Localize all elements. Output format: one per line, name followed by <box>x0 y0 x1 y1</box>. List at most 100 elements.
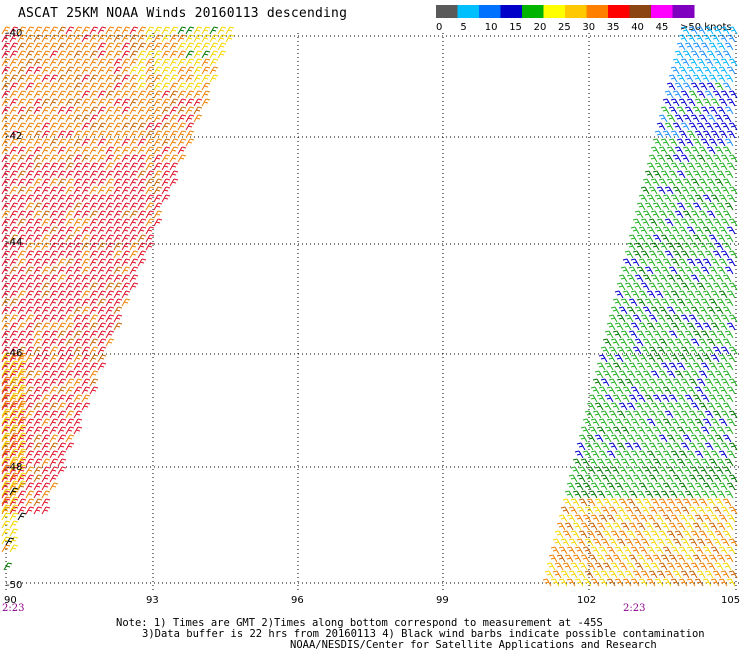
wind-barb <box>41 186 51 195</box>
wind-barb <box>33 338 43 347</box>
wind-barb <box>1 242 11 251</box>
wind-barb <box>25 42 35 51</box>
wind-barb <box>17 42 27 51</box>
wind-barb <box>706 50 716 59</box>
wind-barb <box>33 290 43 299</box>
wind-barb <box>702 450 712 459</box>
wind-barb <box>656 474 666 483</box>
wind-barb <box>1 440 11 449</box>
wind-barb <box>25 330 35 339</box>
wind-barb <box>65 298 75 307</box>
wind-barb <box>201 58 211 67</box>
wind-barb <box>137 258 147 267</box>
wind-barb <box>682 306 692 315</box>
wind-barb <box>676 554 686 563</box>
wind-barb <box>73 138 83 147</box>
wind-barb <box>9 376 19 385</box>
wind-barb <box>97 362 107 371</box>
wind-barb <box>185 42 195 51</box>
wind-barb <box>9 448 19 457</box>
wind-barb <box>630 514 640 523</box>
wind-barb <box>718 226 728 235</box>
wind-barb <box>1 448 11 457</box>
wind-barb <box>682 338 692 347</box>
wind-barb <box>25 98 35 107</box>
wind-barb <box>590 578 600 587</box>
wind-barb <box>552 538 562 547</box>
wind-barb <box>660 522 670 531</box>
wind-barb <box>666 82 676 91</box>
wind-barb <box>193 74 203 83</box>
wind-barb <box>49 402 59 411</box>
wind-barb <box>602 562 612 571</box>
wind-barb <box>41 458 51 467</box>
wind-barb <box>73 250 83 259</box>
wind-barb <box>81 194 91 203</box>
wind-barb <box>73 322 83 331</box>
wind-barb <box>714 146 724 155</box>
wind-barb <box>25 178 35 187</box>
wind-barb <box>177 90 187 99</box>
wind-barb <box>17 130 27 139</box>
wind-barb <box>562 498 572 507</box>
wind-barb <box>1 314 11 323</box>
legend-swatch <box>479 5 501 18</box>
wind-barb <box>586 402 596 411</box>
wind-barb <box>113 298 123 307</box>
wind-barb <box>724 554 734 563</box>
wind-barb <box>161 130 171 139</box>
wind-barb <box>700 522 710 531</box>
wind-barb <box>666 530 676 539</box>
wind-barb <box>684 554 694 563</box>
wind-barb <box>3 562 13 571</box>
wind-barb <box>698 274 708 283</box>
wind-barb <box>620 362 630 371</box>
wind-barb <box>9 314 19 323</box>
wind-barb <box>630 290 640 299</box>
wind-barb <box>688 122 698 131</box>
wind-barb <box>169 130 179 139</box>
wind-barb <box>57 82 67 91</box>
wind-barb <box>664 346 674 355</box>
wind-barb <box>710 258 720 267</box>
wind-barb <box>121 114 131 123</box>
wind-barb <box>1 194 11 203</box>
wind-barb <box>73 226 83 235</box>
wind-barb <box>608 442 618 451</box>
wind-barb <box>57 162 67 171</box>
wind-barb <box>694 386 704 395</box>
wind-barb <box>65 146 75 155</box>
wind-barb <box>656 506 666 515</box>
wind-barb <box>201 50 211 59</box>
wind-barb <box>568 538 578 547</box>
wind-barb <box>33 330 43 339</box>
wind-barb <box>690 210 700 219</box>
wind-barb <box>41 482 51 491</box>
wind-barb <box>704 90 714 99</box>
wind-barb <box>57 146 67 155</box>
wind-barb <box>636 234 646 243</box>
wind-barb <box>594 498 604 507</box>
wind-barb <box>600 378 610 387</box>
wind-barb <box>724 490 734 499</box>
wind-barb <box>720 410 730 419</box>
wind-barb <box>17 338 27 347</box>
wind-barb <box>9 194 19 203</box>
wind-barb <box>616 506 626 515</box>
wind-barb <box>650 306 660 315</box>
wind-barb <box>81 114 91 123</box>
wind-barb <box>73 130 83 139</box>
wind-barb <box>153 42 163 51</box>
wind-barb <box>41 466 51 475</box>
wind-barb <box>65 346 75 355</box>
wind-barb <box>594 562 604 571</box>
wind-barb <box>660 458 670 467</box>
wind-barb <box>666 466 676 475</box>
wind-barb <box>65 394 75 403</box>
wind-barb <box>17 106 27 115</box>
wind-barb <box>89 170 99 179</box>
wind-barb <box>1 384 11 393</box>
legend-swatch <box>500 5 523 18</box>
wind-barb <box>129 138 139 147</box>
wind-barb <box>1 536 11 545</box>
